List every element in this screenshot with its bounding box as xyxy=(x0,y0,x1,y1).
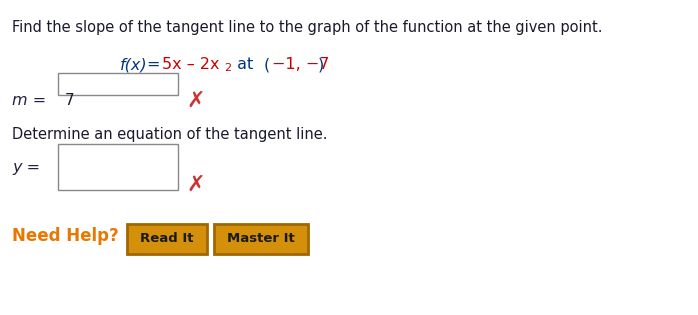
FancyBboxPatch shape xyxy=(58,144,178,190)
Text: =: = xyxy=(147,57,165,72)
Text: 5x – 2x: 5x – 2x xyxy=(162,57,219,72)
Text: (: ( xyxy=(264,57,270,72)
Text: ✗: ✗ xyxy=(186,91,205,111)
Text: ): ) xyxy=(318,57,325,72)
Text: y =: y = xyxy=(12,160,40,175)
Text: 2: 2 xyxy=(224,63,231,73)
Text: f(x): f(x) xyxy=(120,57,147,72)
FancyBboxPatch shape xyxy=(214,224,308,254)
Text: Find the slope of the tangent line to the graph of the function at the given poi: Find the slope of the tangent line to th… xyxy=(12,20,602,35)
FancyBboxPatch shape xyxy=(127,224,207,254)
Text: −1, −7: −1, −7 xyxy=(272,57,329,72)
Text: ✗: ✗ xyxy=(186,175,205,195)
Text: m =: m = xyxy=(12,93,46,108)
Text: Determine an equation of the tangent line.: Determine an equation of the tangent lin… xyxy=(12,127,327,142)
FancyBboxPatch shape xyxy=(58,73,178,95)
Text: 7: 7 xyxy=(65,93,75,108)
Text: at: at xyxy=(232,57,258,72)
Text: Master It: Master It xyxy=(227,232,295,245)
Text: Read It: Read It xyxy=(140,232,194,245)
Text: Need Help?: Need Help? xyxy=(12,227,119,245)
